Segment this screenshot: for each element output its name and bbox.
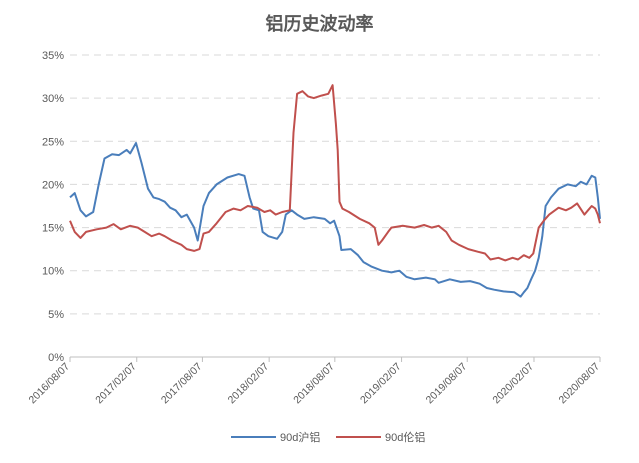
x-tick-label: 2018/02/07 bbox=[226, 361, 272, 407]
y-tick-label: 15% bbox=[42, 223, 64, 235]
y-tick-label: 10% bbox=[42, 266, 64, 278]
legend-label-series-1: 90d沪铝 bbox=[280, 430, 320, 444]
y-tick-label: 20% bbox=[42, 179, 64, 191]
legend-label-series-2: 90d伦铝 bbox=[385, 430, 425, 444]
gridlines bbox=[70, 54, 600, 315]
series-lines bbox=[69, 84, 601, 298]
chart-title: 铝历史波动率 bbox=[266, 13, 374, 35]
y-tick-label: 25% bbox=[42, 136, 64, 148]
x-tick-label: 2020/02/07 bbox=[490, 361, 536, 407]
x-tick-label: 2019/08/07 bbox=[424, 361, 470, 407]
y-tick-label: 35% bbox=[42, 50, 64, 62]
x-tick-label: 2017/02/07 bbox=[93, 361, 139, 407]
legend: 90d沪铝 90d伦铝 bbox=[231, 430, 425, 444]
x-tick-label: 2016/08/07 bbox=[26, 361, 72, 407]
series-line-2 bbox=[69, 84, 601, 262]
x-tick-label: 2019/02/07 bbox=[358, 361, 404, 407]
series-line-1 bbox=[69, 142, 601, 298]
x-tick-label: 2020/08/07 bbox=[556, 361, 602, 407]
x-tick-label: 2018/08/07 bbox=[291, 361, 337, 407]
y-tick-label: 0% bbox=[48, 352, 64, 364]
y-tick-label: 5% bbox=[48, 309, 64, 321]
x-tick-label: 2017/08/07 bbox=[159, 361, 205, 407]
axes: 0% 5% 10% 15% 20% 25% 30% 35% 2016/08/07 2017/02/… bbox=[26, 50, 602, 406]
y-tick-label: 30% bbox=[42, 93, 64, 105]
